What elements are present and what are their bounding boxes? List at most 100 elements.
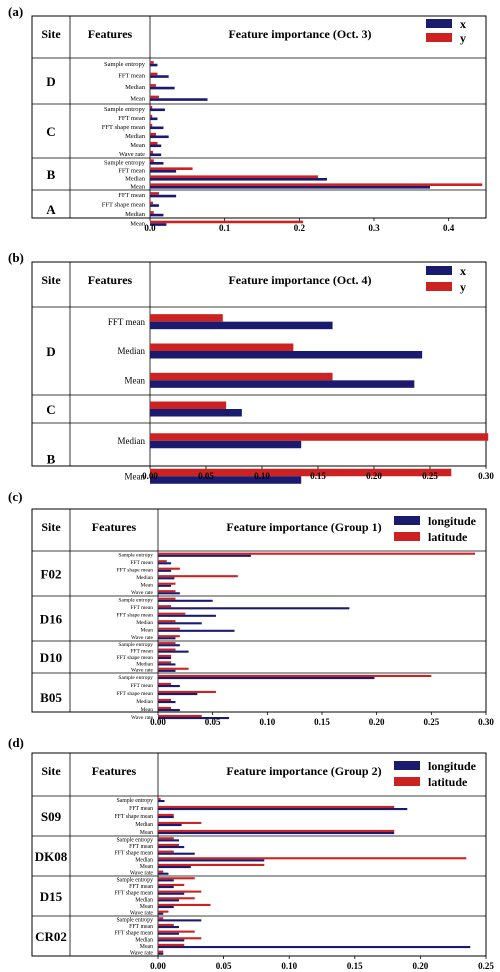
bar-series2 bbox=[158, 667, 189, 670]
bar-series2 bbox=[150, 95, 159, 99]
bar-series2 bbox=[158, 943, 185, 946]
bar-series2 bbox=[158, 870, 164, 873]
x-tick-label: 0.25 bbox=[422, 471, 438, 481]
feature-label: Median bbox=[125, 133, 146, 140]
site-label: D bbox=[46, 74, 55, 89]
bar-series1 bbox=[158, 584, 172, 587]
bar-series2 bbox=[158, 698, 172, 701]
feature-label: FFT shape mean bbox=[114, 851, 153, 857]
feature-label: FFT shape mean bbox=[116, 691, 153, 697]
bar-series1 bbox=[158, 569, 172, 572]
feature-label: FFT shape mean bbox=[102, 124, 146, 131]
bar-series2 bbox=[158, 897, 195, 900]
chart-title: Feature importance (Group 1) bbox=[226, 520, 381, 534]
features-header: Features bbox=[88, 27, 133, 41]
bar-series2 bbox=[158, 877, 195, 880]
feature-label: Median bbox=[135, 857, 153, 863]
bar-series2 bbox=[150, 84, 156, 87]
bar-series1 bbox=[158, 832, 395, 835]
bar-series1 bbox=[158, 859, 265, 862]
feature-label: FFT shape mean bbox=[116, 568, 153, 574]
feature-label: Mean bbox=[130, 142, 146, 149]
features-header: Features bbox=[88, 273, 133, 287]
bar-series2 bbox=[150, 343, 294, 351]
feature-label: Sample entropy bbox=[104, 106, 146, 113]
x-tick-label: 0.15 bbox=[314, 717, 330, 727]
x-tick-label: 0.20 bbox=[413, 961, 429, 971]
feature-label: FFT mean bbox=[108, 317, 146, 327]
feature-label: Wave rate bbox=[131, 635, 154, 641]
bar-series1 bbox=[158, 852, 195, 855]
feature-label: Median bbox=[135, 897, 153, 903]
feature-label: Mean bbox=[140, 904, 153, 910]
feature-label: FFT mean bbox=[118, 167, 146, 174]
x-tick-label: 0.10 bbox=[259, 717, 275, 727]
feature-label: Sample entropy bbox=[116, 877, 153, 883]
bar-series2 bbox=[158, 917, 164, 920]
bar-series2 bbox=[158, 597, 176, 600]
bar-series2 bbox=[158, 883, 185, 886]
x-tick-label: 0.2 bbox=[294, 223, 306, 233]
bar-series2 bbox=[158, 590, 176, 593]
site-label: C bbox=[46, 402, 55, 417]
bar-series2 bbox=[150, 114, 153, 118]
feature-label: FFT mean bbox=[130, 683, 153, 689]
feature-label: FFT shape mean bbox=[116, 655, 153, 661]
x-tick-label: 0.15 bbox=[347, 961, 363, 971]
bar-series2 bbox=[158, 575, 238, 578]
bar-series1 bbox=[158, 657, 172, 660]
bar-series2 bbox=[158, 552, 476, 555]
bar-series1 bbox=[158, 685, 180, 688]
bar-series2 bbox=[150, 132, 156, 136]
bar-series2 bbox=[150, 372, 333, 381]
feature-label: FFT shape mean bbox=[102, 202, 146, 209]
x-tick-label: 0.0 bbox=[144, 223, 156, 233]
bar-series1 bbox=[150, 178, 327, 181]
feature-label: Mean bbox=[130, 183, 146, 190]
bar-series1 bbox=[158, 554, 251, 557]
bar-series1 bbox=[158, 808, 408, 811]
site-label: S09 bbox=[41, 809, 62, 824]
features-header: Features bbox=[92, 764, 137, 778]
bar-series1 bbox=[158, 892, 185, 895]
bar-series1 bbox=[158, 650, 189, 653]
bar-series1 bbox=[158, 701, 176, 704]
feature-label: Sample entropy bbox=[118, 598, 153, 604]
panel-frame bbox=[31, 15, 487, 219]
bar-series1 bbox=[158, 592, 180, 595]
bar-series2 bbox=[158, 821, 202, 824]
bar-series2 bbox=[158, 642, 176, 645]
bar-series1 bbox=[158, 637, 176, 640]
feature-label: Mean bbox=[140, 864, 153, 870]
feature-label: FFT mean bbox=[129, 884, 153, 890]
x-tick-label: 0.4 bbox=[443, 223, 455, 233]
legend-label: latitude bbox=[428, 775, 468, 789]
site-label: B bbox=[47, 167, 56, 182]
feature-label: Median bbox=[118, 436, 146, 446]
feature-label: FFT shape mean bbox=[114, 891, 153, 897]
bar-series2 bbox=[158, 648, 176, 651]
bar-series1 bbox=[150, 204, 159, 207]
feature-label: Median bbox=[135, 822, 153, 828]
bar-series1 bbox=[158, 629, 235, 632]
feature-label: Median bbox=[125, 84, 146, 91]
feature-label: Mean bbox=[140, 830, 153, 836]
bar-series2 bbox=[150, 159, 154, 162]
site-label: A bbox=[46, 202, 56, 217]
legend-label: y bbox=[460, 280, 466, 294]
feature-label: Median bbox=[136, 661, 153, 667]
chart-title: Feature importance (Oct. 3) bbox=[228, 27, 371, 41]
x-tick-label: 0.30 bbox=[478, 717, 494, 727]
bar-series1 bbox=[150, 194, 177, 198]
x-tick-label: 0.00 bbox=[150, 961, 166, 971]
bar-series1 bbox=[158, 800, 165, 803]
bar-series2 bbox=[158, 714, 202, 717]
site-label: F02 bbox=[41, 567, 62, 582]
bar-series2 bbox=[150, 401, 227, 409]
bar-series1 bbox=[158, 906, 174, 909]
x-tick-label: 0.10 bbox=[254, 471, 270, 481]
x-tick-label: 0.20 bbox=[366, 471, 382, 481]
bar-series1 bbox=[158, 717, 230, 720]
x-tick-label: 0.10 bbox=[281, 961, 297, 971]
site-label: D16 bbox=[40, 612, 63, 627]
